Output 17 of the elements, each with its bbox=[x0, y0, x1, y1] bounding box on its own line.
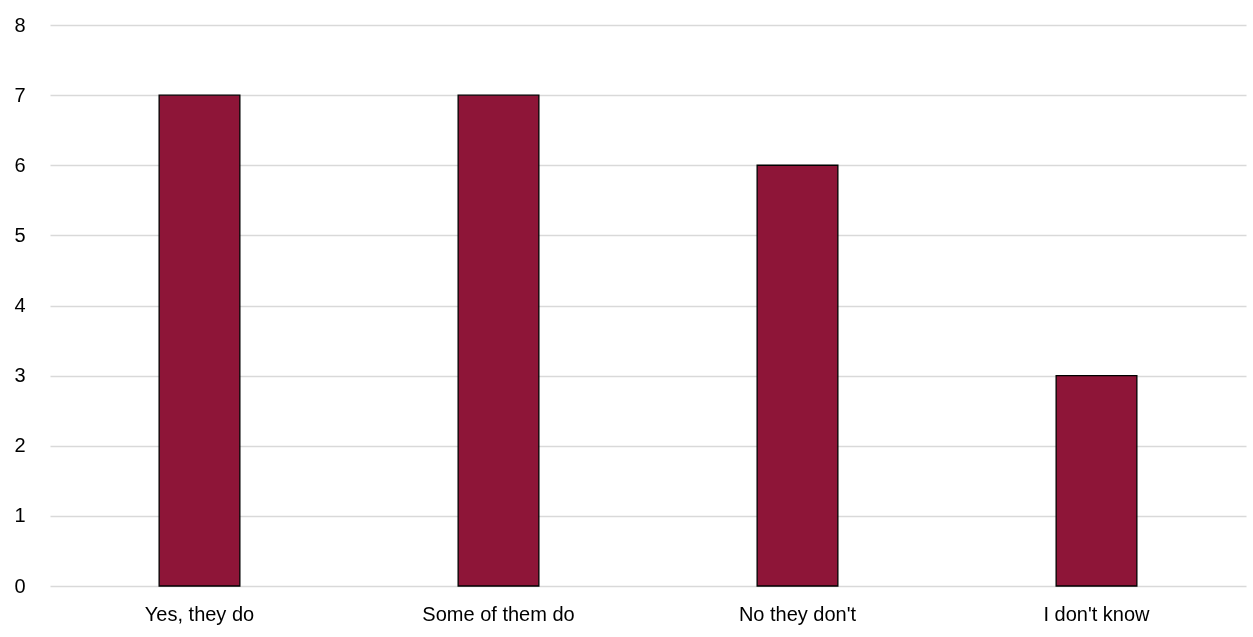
bar bbox=[756, 164, 839, 587]
x-tick-label: I don't know bbox=[1043, 602, 1151, 625]
bar bbox=[457, 94, 540, 587]
y-tick-label: 1 bbox=[14, 504, 26, 527]
y-tick-label: 3 bbox=[14, 364, 26, 387]
y-tick-label: 7 bbox=[14, 83, 26, 106]
y-tick-label: 6 bbox=[14, 153, 26, 176]
bar bbox=[158, 94, 241, 587]
x-tick-label: Yes, they do bbox=[144, 602, 255, 625]
x-tick-label: No they don't bbox=[738, 602, 857, 625]
x-tick-label: Some of them do bbox=[422, 602, 575, 625]
y-tick-label: 2 bbox=[14, 434, 26, 457]
y-tick-label: 4 bbox=[14, 294, 26, 316]
y-tick-label: 5 bbox=[14, 223, 26, 246]
bar bbox=[1055, 374, 1138, 587]
y-tick-label: 0 bbox=[14, 574, 26, 597]
y-tick-label: 8 bbox=[14, 13, 26, 36]
